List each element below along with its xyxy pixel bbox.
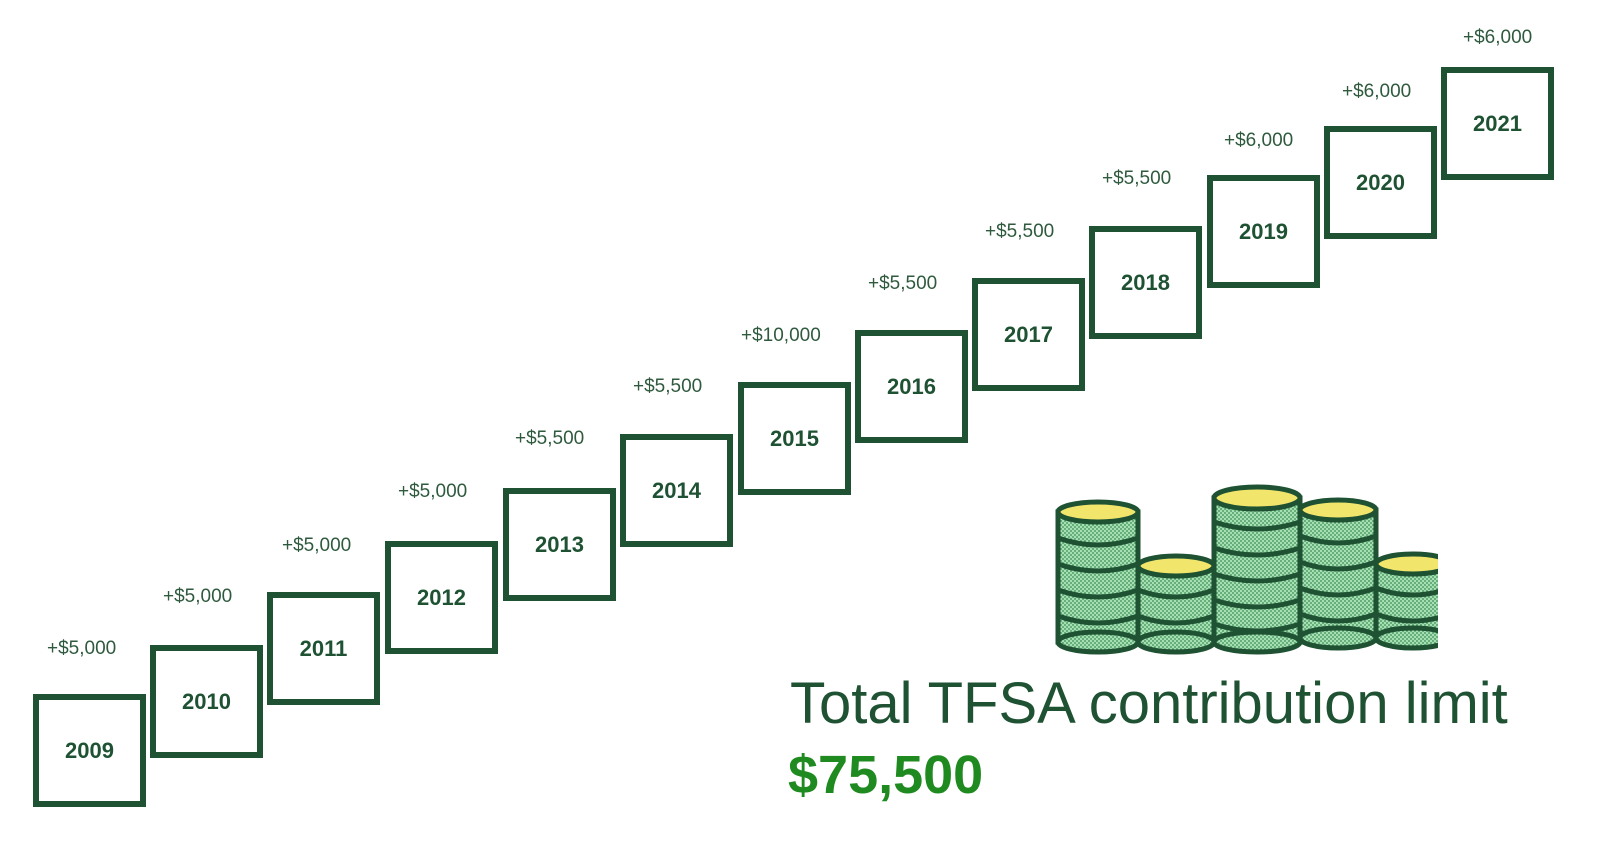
year-box-2009: 2009 (33, 694, 146, 807)
amount-label-2014: +$5,500 (633, 376, 703, 397)
year-box-2014: 2014 (620, 434, 733, 547)
year-box-2012: 2012 (385, 541, 498, 654)
year-box-2015: 2015 (738, 382, 851, 495)
year-label-2011: 2011 (299, 635, 348, 661)
coin-stack-1 (1055, 499, 1141, 655)
year-label-2009: 2009 (65, 737, 114, 763)
amount-label-2016: +$5,500 (868, 273, 938, 294)
amount-label-2019: +$6,000 (1224, 130, 1294, 151)
amount-label-2011: +$5,000 (282, 535, 352, 556)
coin-stack-3 (1211, 484, 1303, 655)
amount-label-2017: +$5,500 (985, 221, 1055, 242)
amount-label-2015: +$10,000 (741, 325, 821, 346)
year-label-2020: 2020 (1356, 169, 1405, 195)
amount-label-2013: +$5,500 (515, 428, 585, 449)
year-box-2010: 2010 (150, 645, 263, 758)
year-box-2019: 2019 (1207, 175, 1320, 288)
year-label-2018: 2018 (1121, 269, 1170, 295)
year-label-2012: 2012 (417, 584, 466, 610)
year-label-2013: 2013 (535, 531, 584, 557)
coin-stack-5 (1373, 551, 1438, 651)
year-box-2018: 2018 (1089, 226, 1202, 339)
year-label-2014: 2014 (652, 477, 701, 503)
amount-label-2018: +$5,500 (1102, 168, 1172, 189)
amount-label-2020: +$6,000 (1342, 81, 1412, 102)
amount-label-2009: +$5,000 (47, 638, 117, 659)
coin-stack-4 (1297, 497, 1379, 651)
total-contribution-label: Total TFSA contribution limit (790, 671, 1508, 736)
amount-label-2010: +$5,000 (163, 586, 233, 607)
year-label-2010: 2010 (182, 688, 231, 714)
amount-label-2021: +$6,000 (1463, 27, 1533, 48)
year-box-2017: 2017 (972, 278, 1085, 391)
year-label-2017: 2017 (1004, 321, 1053, 347)
coin-stack-2 (1135, 553, 1217, 655)
coin-stacks-icon (1055, 484, 1438, 655)
year-label-2021: 2021 (1473, 110, 1522, 136)
year-label-2019: 2019 (1239, 218, 1288, 244)
amount-label-2012: +$5,000 (398, 481, 468, 502)
year-box-2021: 2021 (1441, 67, 1554, 180)
year-box-2016: 2016 (855, 330, 968, 443)
year-label-2015: 2015 (770, 425, 819, 451)
year-box-2013: 2013 (503, 488, 616, 601)
year-box-2011: 2011 (267, 592, 380, 705)
total-contribution-value: $75,500 (788, 745, 984, 805)
year-box-2020: 2020 (1324, 126, 1437, 239)
year-label-2016: 2016 (887, 373, 936, 399)
